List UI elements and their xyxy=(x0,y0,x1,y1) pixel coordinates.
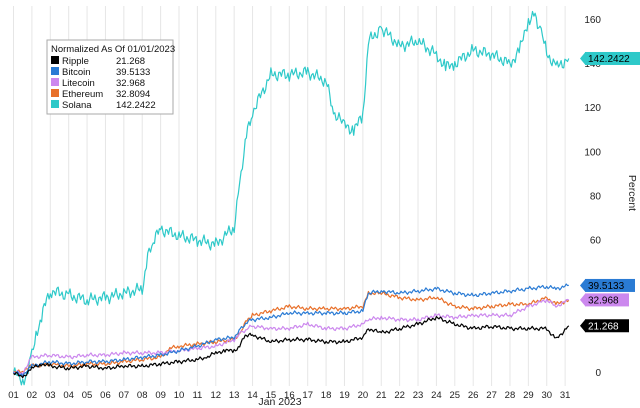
legend-box xyxy=(46,39,174,115)
legend-item-solana: Solana 142.2422 xyxy=(51,100,156,111)
legend-items: Ripple 21.268 Bitcoin 39.5133 Litecoin 32.968… xyxy=(51,56,156,111)
series-line-solana xyxy=(12,10,570,386)
legend-series-name: Ripple xyxy=(62,56,89,67)
x-tick-label: 19 xyxy=(339,390,350,401)
legend-series-value: 142.2422 xyxy=(116,100,156,111)
end-label-solana: 142.2422 xyxy=(580,51,640,65)
end-label-text: 21.268 xyxy=(588,321,619,332)
legend-title: Normalized As Of 01/01/2023 xyxy=(51,44,175,55)
end-label-box xyxy=(585,51,640,65)
legend-series-value: 32.968 xyxy=(116,78,145,89)
x-tick-label: 26 xyxy=(468,390,479,401)
y-tick-label: 60 xyxy=(590,236,602,247)
legend-item-ethereum: Ethereum 32.8094 xyxy=(51,89,150,100)
x-tick-label: 20 xyxy=(358,390,369,401)
legend-series-name: Ethereum xyxy=(62,89,103,100)
end-label-pointer xyxy=(580,52,585,65)
y-tick-label: 100 xyxy=(584,147,601,158)
x-tick-label: 08 xyxy=(137,390,148,401)
series-line-ripple xyxy=(13,315,570,379)
x-tick-label: 05 xyxy=(82,390,93,401)
x-tick-label: 10 xyxy=(174,390,185,401)
end-label-box xyxy=(585,278,635,292)
x-tick-label: 09 xyxy=(155,390,166,401)
x-axis-label: Jan 2023 xyxy=(258,396,301,408)
x-axis-ticks: 01 02 03 04 05 06 07 08 09 10 11 12 13 14 15 16 17 18 19 20… xyxy=(8,390,570,401)
series-line-litecoin xyxy=(13,298,569,375)
series-layer xyxy=(12,10,570,386)
end-label-box xyxy=(585,319,629,333)
x-tick-label: 14 xyxy=(247,390,258,401)
series-line-bitcoin xyxy=(13,283,569,377)
x-tick-label: 22 xyxy=(394,390,405,401)
x-tick-label: 07 xyxy=(119,390,130,401)
x-tick-label: 04 xyxy=(63,390,74,401)
x-tick-label: 25 xyxy=(450,390,461,401)
legend-series-name: Solana xyxy=(62,100,92,111)
x-tick-label: 13 xyxy=(229,390,240,401)
legend-series-value: 32.8094 xyxy=(116,89,150,100)
y-tick-label: 120 xyxy=(584,103,601,114)
legend-series-value: 39.5133 xyxy=(116,67,150,78)
x-tick-label: 11 xyxy=(192,390,202,401)
y-axis-label: Percent xyxy=(626,175,638,211)
x-tick-label: 01 xyxy=(8,390,19,401)
y-tick-label: 80 xyxy=(590,192,602,203)
x-tick-label: 23 xyxy=(413,390,424,401)
x-tick-label: 21 xyxy=(376,390,387,401)
x-tick-label: 17 xyxy=(302,390,313,401)
legend-series-value: 21.268 xyxy=(116,56,145,67)
end-value-labels: 21.268 39.5133 32.968 142.2422 xyxy=(580,51,640,332)
end-label-text: 142.2422 xyxy=(588,54,630,65)
legend: Normalized As Of 01/01/2023 Ripple 21.268… xyxy=(46,39,175,115)
y-tick-label: 0 xyxy=(595,368,601,379)
legend-series-name: Bitcoin xyxy=(62,67,91,78)
legend-swatch xyxy=(51,89,59,97)
end-label-text: 39.5133 xyxy=(588,281,625,292)
x-tick-label: 30 xyxy=(541,390,552,401)
legend-swatch xyxy=(51,67,59,75)
y-tick-label: 160 xyxy=(584,15,601,26)
legend-series-name: Litecoin xyxy=(62,78,95,89)
x-tick-label: 06 xyxy=(100,390,111,401)
legend-item-litecoin: Litecoin 32.968 xyxy=(51,78,145,89)
end-label-pointer xyxy=(580,279,585,292)
end-label-pointer xyxy=(580,293,585,306)
end-label-pointer xyxy=(580,319,585,332)
x-tick-label: 31 xyxy=(560,390,571,401)
x-tick-label: 16 xyxy=(284,390,295,401)
x-tick-label: 02 xyxy=(27,390,38,401)
end-label-ripple: 21.268 xyxy=(580,319,629,332)
x-tick-label: 24 xyxy=(431,390,442,401)
x-tick-label: 29 xyxy=(523,390,534,401)
x-tick-label: 12 xyxy=(210,390,221,401)
end-label-bitcoin: 39.5133 xyxy=(580,278,635,292)
x-tick-label: 03 xyxy=(45,390,56,401)
series-line-ethereum xyxy=(13,290,570,374)
legend-item-bitcoin: Bitcoin 39.5133 xyxy=(51,67,150,78)
x-tick-label: 27 xyxy=(486,390,497,401)
x-tick-label: 15 xyxy=(266,390,277,401)
legend-swatch xyxy=(51,56,59,64)
end-label-text: 32.968 xyxy=(588,296,619,307)
end-label-litecoin: 32.968 xyxy=(580,293,629,307)
legend-swatch xyxy=(51,78,59,86)
x-tick-label: 18 xyxy=(321,390,332,401)
x-tick-label: 28 xyxy=(505,390,516,401)
end-label-box xyxy=(585,293,629,307)
legend-swatch xyxy=(51,100,59,108)
legend-item-ripple: Ripple 21.268 xyxy=(51,56,145,67)
